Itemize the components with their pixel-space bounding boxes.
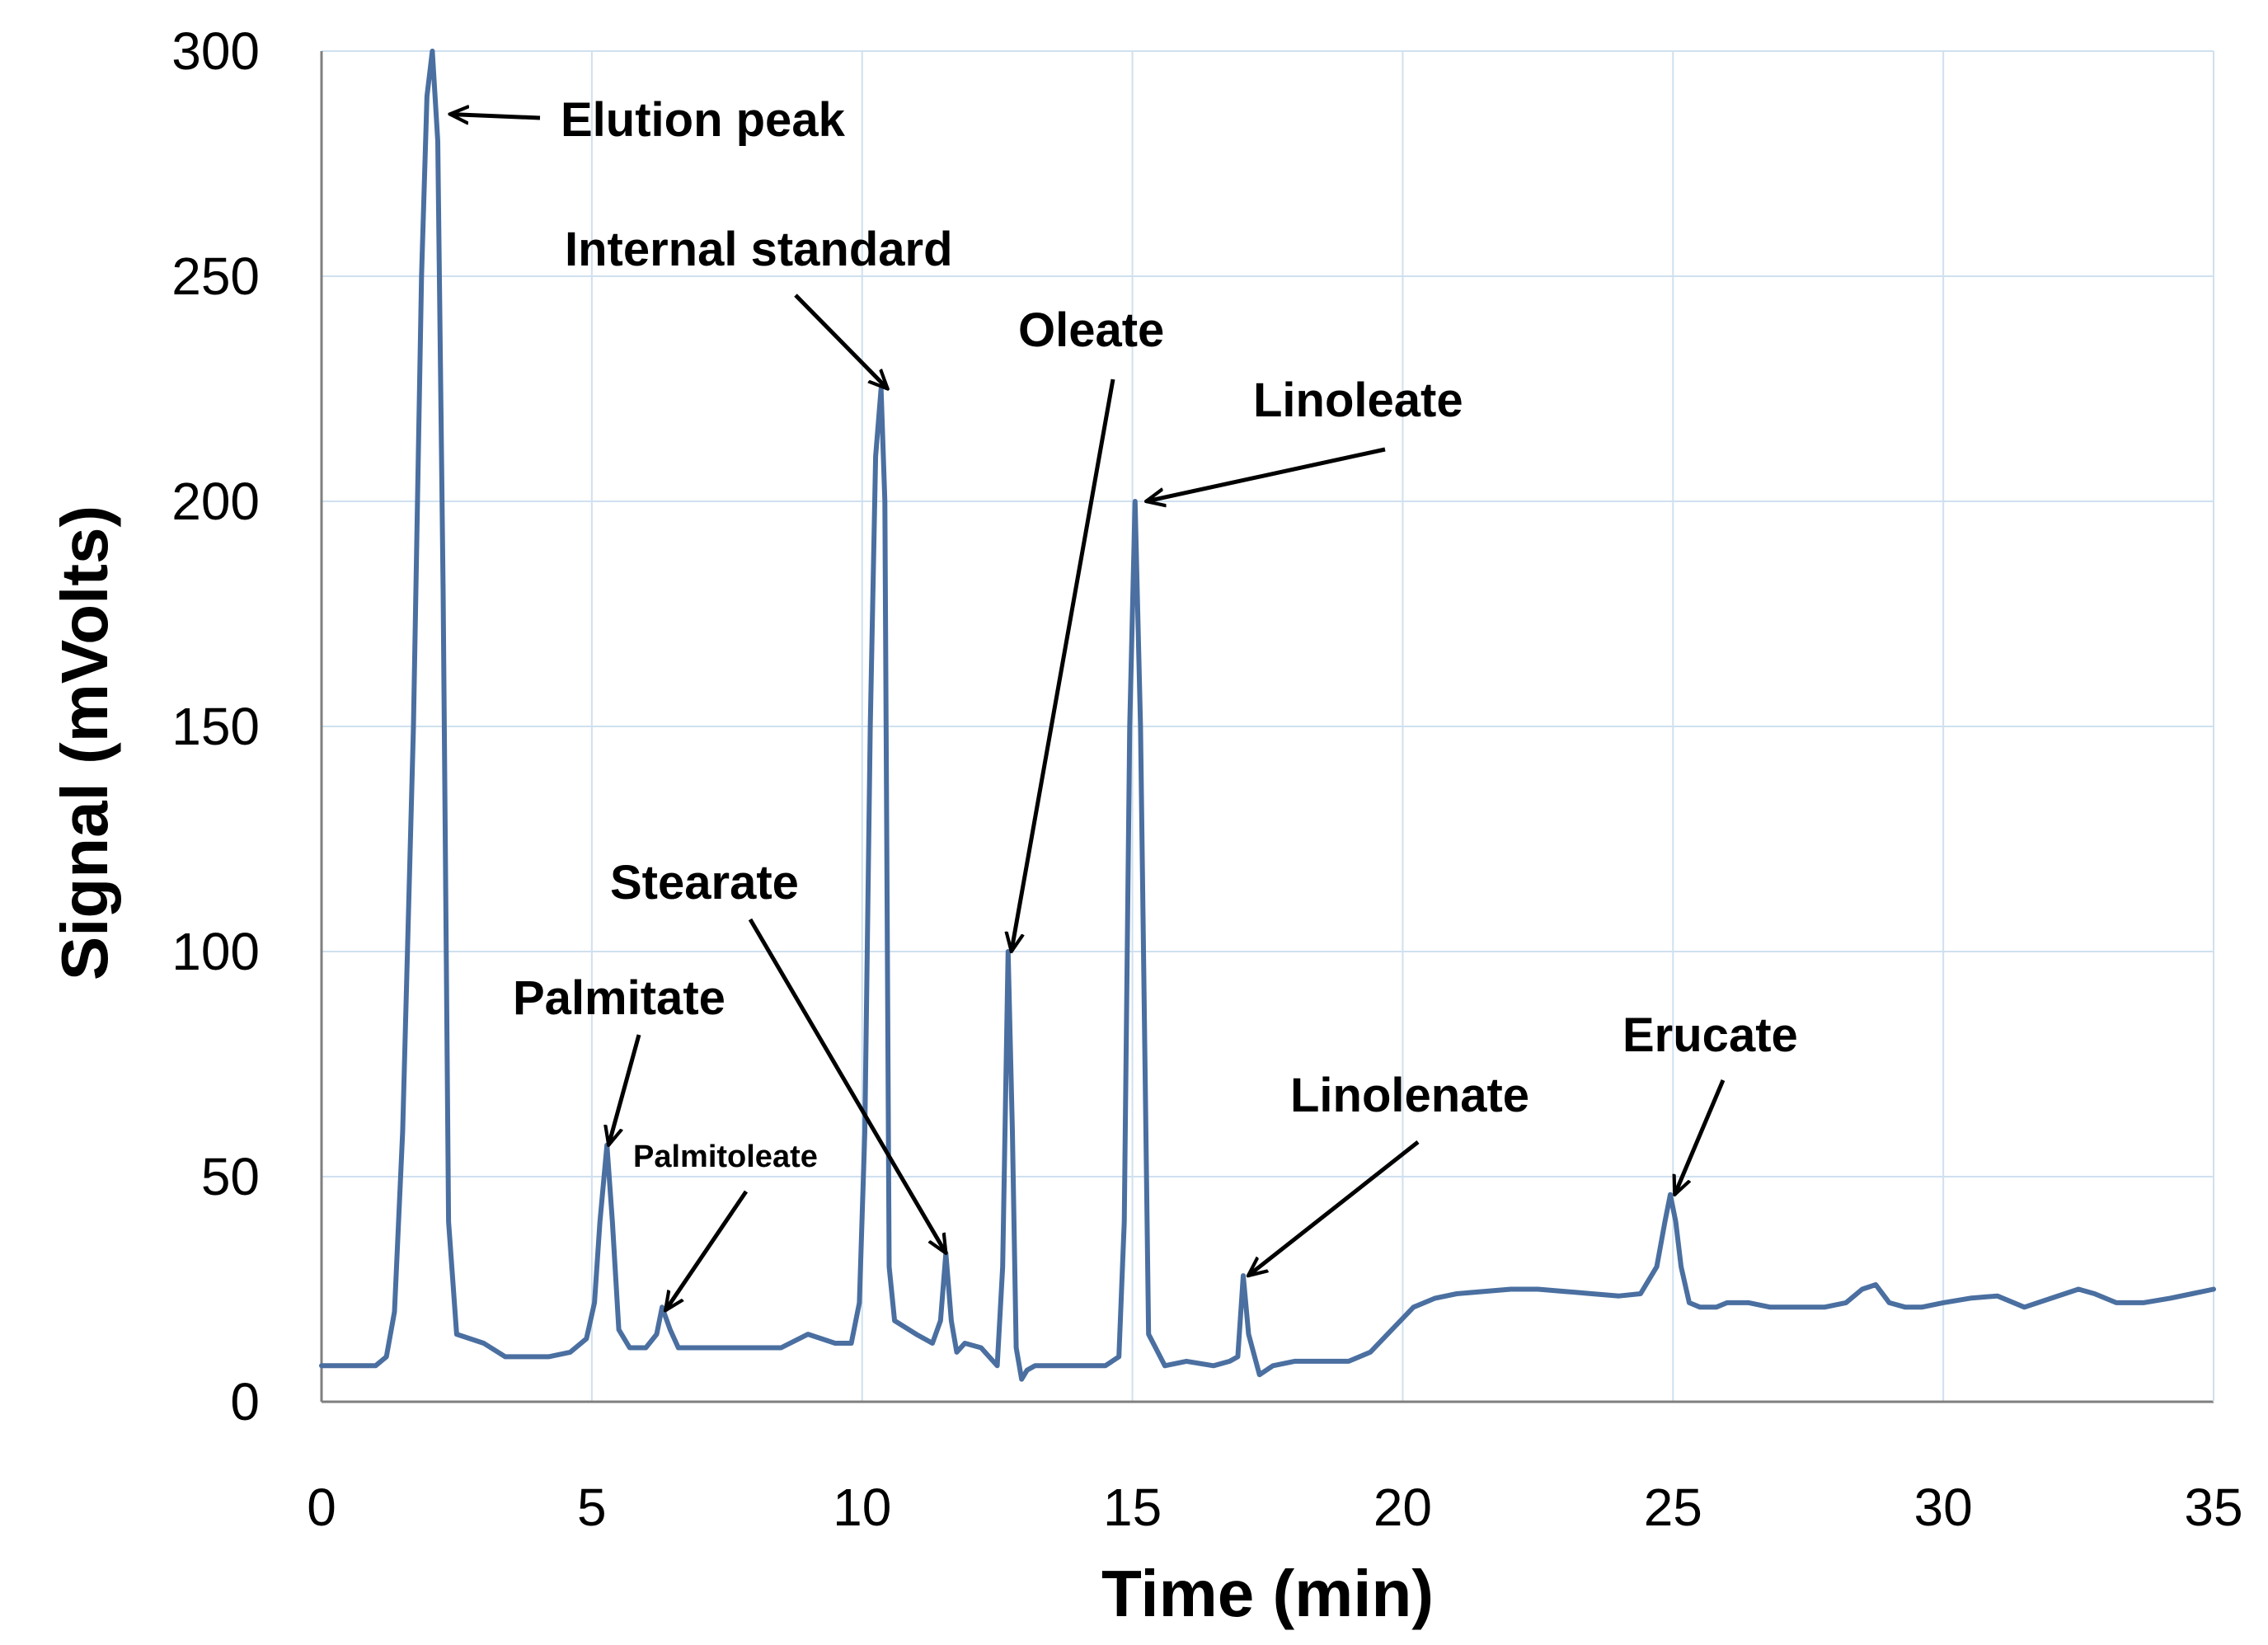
x-tick-label: 15 xyxy=(1103,1478,1162,1537)
y-tick-label: 150 xyxy=(171,697,260,756)
tick-labels: 0 50 100 150 200 250 300 0 5 10 15 20 25 30 35 xyxy=(171,21,2242,1537)
y-axis-label: Signal (mVolts) xyxy=(48,505,121,980)
x-axis-label: Time (min) xyxy=(1101,1557,1434,1630)
x-tick-label: 30 xyxy=(1914,1478,1973,1537)
annotation-arrow xyxy=(748,918,946,1253)
x-tick-label: 5 xyxy=(577,1478,607,1537)
annotation-arrow xyxy=(665,1190,749,1310)
annotation-arrow xyxy=(608,1034,641,1145)
annotation-arrow xyxy=(1674,1079,1726,1195)
annotation-label: Palmitoleate xyxy=(633,1140,818,1174)
annotation-arrow xyxy=(1146,447,1386,501)
x-tick-label: 10 xyxy=(833,1478,891,1537)
y-tick-label: 50 xyxy=(201,1147,260,1206)
annotation-label: Palmitate xyxy=(513,971,725,1025)
annotation-label: Erucate xyxy=(1622,1008,1798,1062)
annotation-label: Internal standard xyxy=(565,223,953,276)
y-tick-label: 250 xyxy=(171,247,260,306)
x-tick-label: 25 xyxy=(1644,1478,1702,1537)
annotation-label: Linoleate xyxy=(1253,374,1463,427)
y-tick-label: 0 xyxy=(230,1372,260,1431)
series-layer xyxy=(319,49,2216,1382)
annotations: Elution peak Internal standard Oleate Linol… xyxy=(450,93,1798,1310)
x-tick-label: 0 xyxy=(307,1478,336,1537)
annotation-label: Oleate xyxy=(1018,303,1164,357)
annotation-arrow xyxy=(1012,378,1115,952)
annotation-label: Elution peak xyxy=(561,93,846,147)
annotation-arrow xyxy=(794,294,888,389)
y-tick-label: 100 xyxy=(171,922,260,981)
y-tick-label: 300 xyxy=(171,21,260,81)
x-tick-label: 20 xyxy=(1373,1478,1432,1537)
annotation-label: Stearate xyxy=(610,856,799,909)
series-line-0 xyxy=(319,49,2216,1382)
annotation-arrow xyxy=(1248,1140,1420,1276)
x-tick-label: 35 xyxy=(2184,1478,2242,1537)
axes xyxy=(320,51,2214,1403)
annotation-label: Linolenate xyxy=(1290,1069,1529,1122)
annotation-arrow xyxy=(450,114,541,118)
y-tick-label: 200 xyxy=(171,472,260,531)
